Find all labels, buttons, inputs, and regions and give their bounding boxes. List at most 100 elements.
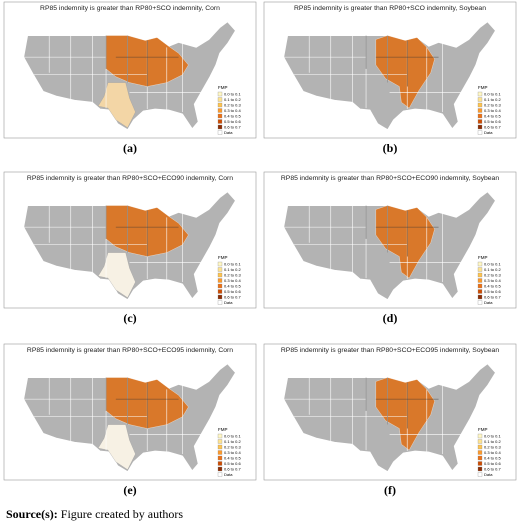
us-map xyxy=(23,21,236,131)
legend-swatch xyxy=(217,272,223,278)
legend-swatch xyxy=(477,294,483,300)
us-map xyxy=(283,363,496,473)
legend-label: 0.3 to 0.4 xyxy=(484,108,501,113)
legend-swatch xyxy=(217,113,223,119)
legend-label: 0.4 to 0.5 xyxy=(484,284,501,289)
legend-label: 0.0 to 0.1 xyxy=(224,434,241,439)
state-lines-dark xyxy=(365,35,439,87)
legend-swatch xyxy=(477,439,483,444)
legend-label: Data xyxy=(484,300,493,305)
legend-label: 0.5 to 0.6 xyxy=(484,289,501,294)
panel-label: (a) xyxy=(123,141,137,155)
legend-swatch xyxy=(217,289,223,294)
legend-label: 0.0 to 0.1 xyxy=(484,434,501,439)
legend-label: Data xyxy=(484,472,493,477)
us-map xyxy=(283,191,496,301)
legend-swatch xyxy=(477,283,483,289)
panel-title: RP85 indemnity is greater than RP80+SCO+… xyxy=(281,175,499,182)
legend-label: Data xyxy=(224,300,233,305)
state-lines-dark xyxy=(365,205,439,257)
legend-swatch xyxy=(217,455,223,461)
legend: FMP 0.0 to 0.10.1 to 0.20.2 to 0.30.3 to … xyxy=(477,427,501,477)
legend-swatch xyxy=(477,461,483,466)
source-prefix: Source(s): xyxy=(6,507,58,521)
source-line: Source(s): Figure created by authors xyxy=(6,507,183,521)
legend-label: 0.6 to 0.7 xyxy=(484,125,501,130)
legend-label: Data xyxy=(224,130,233,135)
legend-label: 0.3 to 0.4 xyxy=(484,278,501,283)
legend: FMP 0.0 to 0.10.1 to 0.20.2 to 0.30.3 to … xyxy=(217,427,241,477)
legend-title: FMP xyxy=(478,427,488,432)
map-panel: RP85 indemnity is greater than RP80+SCO+… xyxy=(3,343,257,481)
legend-swatch xyxy=(477,102,483,108)
legend-swatch xyxy=(477,267,483,272)
legend: FMP 0.0 to 0.10.1 to 0.20.2 to 0.30.3 to … xyxy=(217,255,241,305)
legend-label: 0.3 to 0.4 xyxy=(224,450,241,455)
legend-swatch xyxy=(217,283,223,289)
legend-swatch xyxy=(217,433,223,439)
legend-label: 0.1 to 0.2 xyxy=(224,97,241,102)
legend-label: 0.3 to 0.4 xyxy=(484,450,501,455)
legend-swatch xyxy=(477,272,483,278)
legend-swatch xyxy=(217,461,223,466)
us-map xyxy=(283,21,496,131)
map-panel: RP85 indemnity is greater than RP80+SCO … xyxy=(3,1,257,139)
legend-label: 0.5 to 0.6 xyxy=(484,119,501,124)
source-text: Figure created by authors xyxy=(61,507,184,521)
panel-label: (d) xyxy=(383,311,398,325)
panel-title: RP85 indemnity is greater than RP80+SCO+… xyxy=(27,175,233,182)
legend-swatch xyxy=(477,450,483,455)
legend-title: FMP xyxy=(218,85,228,90)
legend-label: 0.6 to 0.7 xyxy=(224,467,241,472)
legend-swatch xyxy=(477,278,483,283)
map-panel: RP85 indemnity is greater than RP80+SCO+… xyxy=(263,171,517,309)
legend-swatch xyxy=(477,91,483,97)
legend-swatch xyxy=(217,119,223,124)
map-panel: RP85 indemnity is greater than RP80+SCO+… xyxy=(3,171,257,309)
legend-swatch xyxy=(477,433,483,439)
legend-swatch xyxy=(217,130,223,135)
legend: FMP 0.0 to 0.10.1 to 0.20.2 to 0.30.3 to … xyxy=(477,85,501,135)
legend-swatch xyxy=(217,300,223,305)
panel-label: (f) xyxy=(384,483,396,497)
legend-label: 0.2 to 0.3 xyxy=(484,445,501,450)
legend-swatch xyxy=(477,455,483,461)
legend-swatch xyxy=(477,466,483,472)
fmp-region xyxy=(375,377,435,451)
legend-label: 0.5 to 0.6 xyxy=(484,461,501,466)
legend-label: 0.0 to 0.1 xyxy=(224,262,241,267)
legend-label: 0.2 to 0.3 xyxy=(484,103,501,108)
legend-label: 0.5 to 0.6 xyxy=(224,461,241,466)
legend-label: 0.0 to 0.1 xyxy=(484,92,501,97)
legend-swatch xyxy=(217,97,223,102)
state-lines-dark xyxy=(105,377,179,429)
legend-swatch xyxy=(477,97,483,102)
legend-label: 0.2 to 0.3 xyxy=(484,273,501,278)
legend-swatch xyxy=(477,444,483,450)
panel-label: (c) xyxy=(123,311,136,325)
legend-label: 0.6 to 0.7 xyxy=(484,295,501,300)
legend-label: 0.4 to 0.5 xyxy=(224,284,241,289)
legend-swatch xyxy=(217,261,223,267)
panel-title: RP85 indemnity is greater than RP80+SCO+… xyxy=(27,347,233,354)
legend-label: 0.1 to 0.2 xyxy=(484,97,501,102)
legend-label: 0.3 to 0.4 xyxy=(224,108,241,113)
legend-label: 0.4 to 0.5 xyxy=(484,114,501,119)
fmp-region xyxy=(375,205,435,279)
legend-swatch xyxy=(217,91,223,97)
legend-label: 0.2 to 0.3 xyxy=(224,445,241,450)
state-lines-dark xyxy=(105,35,179,87)
legend-swatch xyxy=(477,113,483,119)
panel-label: (b) xyxy=(383,141,398,155)
legend-swatch xyxy=(477,261,483,267)
legend-label: 0.2 to 0.3 xyxy=(224,273,241,278)
legend-label: 0.2 to 0.3 xyxy=(224,103,241,108)
legend-swatch xyxy=(477,108,483,113)
legend-label: 0.4 to 0.5 xyxy=(484,456,501,461)
legend: FMP 0.0 to 0.10.1 to 0.20.2 to 0.30.3 to … xyxy=(477,255,501,305)
legend-label: 0.3 to 0.4 xyxy=(224,278,241,283)
legend-label: 0.4 to 0.5 xyxy=(224,456,241,461)
legend-swatch xyxy=(217,108,223,113)
legend-label: Data xyxy=(484,130,493,135)
